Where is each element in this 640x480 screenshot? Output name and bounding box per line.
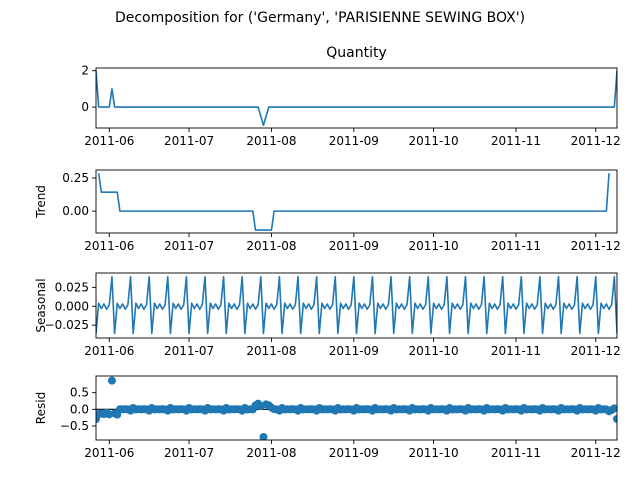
resid-point [610,404,617,413]
x-tick-label: 2011-06 [84,344,134,358]
x-tick-label: 2011-06 [84,134,134,148]
x-tick-label: 2011-07 [164,446,214,460]
panels: 2011-06 2011-07 2011-08 2011-09 2011-10 2011-… [34,45,621,460]
x-tick-label: 2011-08 [246,239,296,253]
y-tick-label: 0.25 [62,171,89,185]
y-axis-label: Seasonal [34,278,48,332]
x-tick-label: 2011-12 [571,446,621,460]
panel-seasonal: 2011-06 2011-07 2011-08 2011-09 2011-10 2011-… [34,272,621,358]
x-tick-label: 2011-07 [164,239,214,253]
y-tick-label: −0.5 [60,419,89,433]
x-tick-label: 2011-06 [84,446,134,460]
x-tick-label: 2011-08 [246,134,296,148]
x-tick-label: 2011-08 [246,344,296,358]
seasonal-data [96,275,617,335]
y-tick-label: 0.0 [70,402,89,416]
x-tick-label: 2011-11 [491,134,541,148]
x-tick-label: 2011-08 [246,446,296,460]
x-tick-label: 2011-10 [409,134,459,148]
y-tick-label: 0 [81,100,89,114]
x-tick-label: 2011-07 [164,344,214,358]
resid-point [613,415,617,423]
x-tick-label: 2011-06 [84,239,134,253]
x-tick-label: 2011-10 [409,446,459,460]
seasonal-axes-frame [95,272,618,339]
resid-point [259,433,268,440]
y-tick-label: 0.025 [55,280,89,294]
panel-resid: 2011-06 2011-07 2011-08 2011-09 2011-10 2011-… [34,375,621,460]
x-tick-label: 2011-11 [491,446,541,460]
y-tick-label: −0.025 [45,318,89,332]
x-tick-label: 2011-09 [329,134,379,148]
x-tick-label: 2011-09 [329,446,379,460]
x-tick-label: 2011-11 [491,344,541,358]
x-tick-label: 2011-09 [329,344,379,358]
x-tick-label: 2011-11 [491,239,541,253]
y-tick-label: 0.00 [62,204,89,218]
seasonal-line [96,275,617,335]
panel-observed: 2011-06 2011-07 2011-08 2011-09 2011-10 2011-… [81,45,620,148]
x-tick-label: 2011-12 [571,239,621,253]
observed-axes-frame [95,67,618,129]
resid-data [96,376,617,440]
x-tick-label: 2011-09 [329,239,379,253]
resid-axes-frame [95,375,618,441]
x-tick-label: 2011-07 [164,134,214,148]
trend-axes-frame [95,169,618,234]
y-tick-label: 0.000 [55,299,89,313]
x-tick-label: 2011-12 [571,134,621,148]
panel-title: Quantity [326,45,387,61]
y-tick-label: 0.5 [70,386,89,400]
observed-line [96,70,617,127]
x-tick-label: 2011-10 [409,344,459,358]
trend-line [97,173,610,231]
y-tick-label: 2 [81,64,89,78]
resid-point [107,376,116,385]
y-axis-label: Trend [34,185,48,219]
observed-data [96,70,617,127]
figure-title: Decomposition for ('Germany', 'PARISIENN… [115,10,525,26]
trend-data [97,173,610,231]
y-axis-label: Resid [34,392,48,424]
x-tick-label: 2011-12 [571,344,621,358]
x-tick-label: 2011-10 [409,239,459,253]
panel-trend: 2011-06 2011-07 2011-08 2011-09 2011-10 2011-… [34,169,621,253]
